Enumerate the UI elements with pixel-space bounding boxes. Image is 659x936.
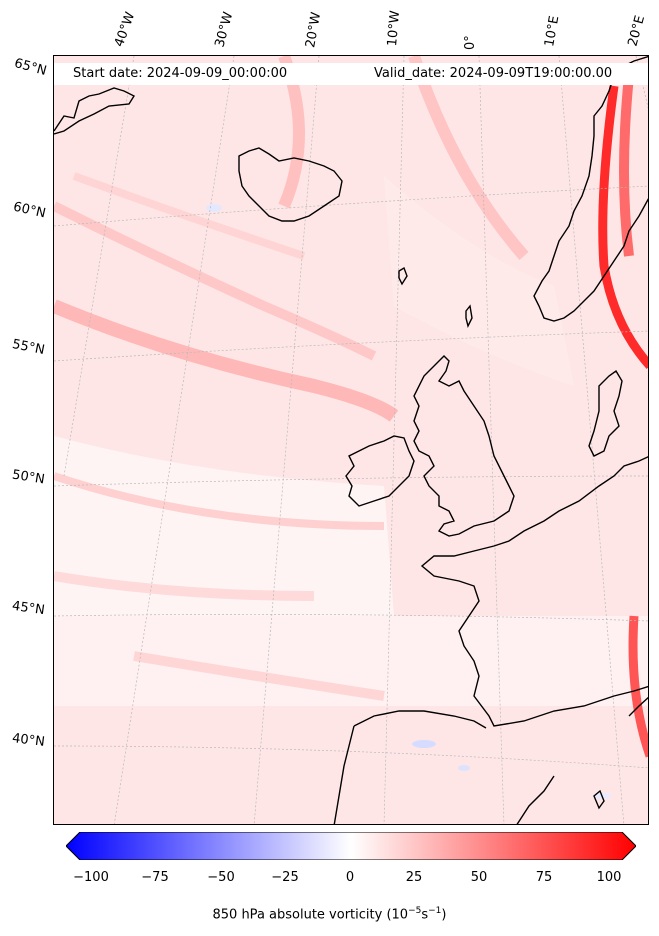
- streak-4: [54, 472, 385, 530]
- balearic-island: [593, 789, 605, 810]
- iberia-east-coast: [516, 775, 555, 824]
- lon-label-10e: 10°E: [542, 14, 563, 48]
- ireland-coast: [345, 435, 415, 507]
- field-weak-area: [54, 436, 394, 616]
- norway-coast: [533, 56, 648, 322]
- lon-label-20w: 20°W: [303, 11, 325, 50]
- streak-1: [54, 299, 399, 422]
- iceland-coast: [238, 147, 343, 222]
- colorbar-label-exp1: −5: [408, 906, 422, 916]
- graticule: [54, 56, 648, 824]
- graticule-lat-40: [54, 745, 648, 769]
- greenland-coast: [54, 87, 136, 135]
- streak-2: [54, 201, 377, 361]
- colorbar-tick-neg25: −25: [271, 870, 299, 885]
- colorbar-tick-100: 100: [596, 870, 622, 885]
- field-north-sea-band: [384, 176, 574, 386]
- colorbar-tick-0: 0: [345, 870, 355, 885]
- graticule-lon-20w: [253, 56, 320, 824]
- lon-label-20e: 20°E: [625, 13, 649, 49]
- header-strip: [54, 63, 648, 85]
- valid-date-label: Valid_date: 2024-09-09T19:00:00.00: [374, 66, 613, 81]
- graticule-lon-10w: [383, 56, 405, 824]
- graticule-lon-10e: [558, 56, 625, 824]
- graticule-lon-40w: [63, 56, 135, 477]
- colorbar-tick-neg50: −50: [207, 870, 235, 885]
- map-canvas: [54, 56, 648, 824]
- great-britain-coast: [413, 355, 515, 537]
- colorbar-label-exp2: −1: [428, 906, 442, 916]
- field-low-band: [54, 616, 648, 706]
- negative-spot-3: [458, 765, 470, 771]
- lon-label-40w: 40°W: [111, 10, 139, 49]
- lat-label-50n: 50°N: [11, 467, 46, 488]
- colorbar-label-close: ): [441, 907, 447, 923]
- denmark-coast: [588, 369, 623, 457]
- colorbar-gradient: [66, 832, 636, 860]
- lat-label-65n: 65°N: [12, 56, 49, 79]
- shetland-islands: [465, 304, 473, 329]
- streak-3: [72, 172, 306, 260]
- streak-8: [54, 571, 315, 601]
- colorbar-label-mid: s: [421, 907, 429, 923]
- graticule-lon-0: [478, 56, 505, 824]
- coastlines: [54, 56, 648, 824]
- start-date-label: Start date: 2024-09-09_00:00:00: [73, 66, 288, 81]
- streak-norway-2: [619, 75, 634, 257]
- lat-label-45n: 45°N: [11, 598, 46, 619]
- lon-label-10w: 10°W: [385, 9, 404, 47]
- colorbar-tick-neg100: −100: [73, 870, 109, 885]
- colorbar-label-text: 850 hPa absolute vorticity (10: [212, 907, 409, 923]
- vorticity-map: [53, 55, 649, 825]
- colorbar-tick-25: 25: [405, 870, 423, 885]
- negative-spot-2: [412, 740, 436, 748]
- graticule-lat-55: [54, 330, 648, 362]
- graticule-lat-50: [54, 475, 648, 487]
- colorbar-tick-50: 50: [470, 870, 488, 885]
- streak-6: [408, 56, 529, 260]
- lon-label-30w: 30°W: [212, 10, 237, 49]
- colorbar: [66, 832, 636, 860]
- graticule-lat-60: [54, 185, 648, 227]
- alps-coast: [628, 696, 648, 717]
- european-continent-coast: [420, 456, 648, 727]
- graticule-lat-45: [54, 613, 648, 622]
- lat-label-55n: 55°N: [10, 337, 46, 358]
- colorbar-tick-75: 75: [535, 870, 553, 885]
- colorbar-label: 850 hPa absolute vorticity (10−5s−1): [0, 906, 659, 922]
- iberia-west-coast: [333, 725, 355, 824]
- lon-label-0: 0°: [463, 35, 478, 50]
- graticule-lon-30w: [113, 56, 235, 824]
- lat-label-40n: 40°N: [11, 731, 46, 750]
- colorbar-tick-neg75: −75: [141, 870, 169, 885]
- lat-label-60n: 60°N: [11, 199, 48, 222]
- faroe-islands: [398, 266, 408, 286]
- iberia-north-coast: [353, 710, 487, 729]
- streak-7: [133, 651, 385, 701]
- streak-norway-strong: [598, 85, 648, 370]
- negative-spot-1: [206, 204, 222, 212]
